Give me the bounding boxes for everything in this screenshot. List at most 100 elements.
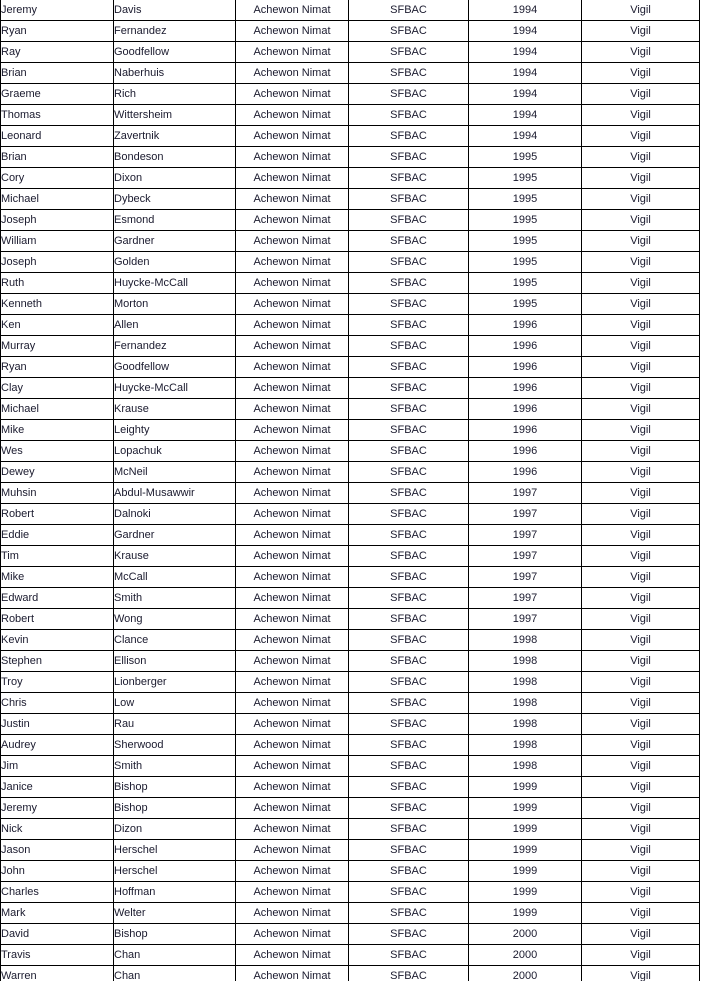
cell-first-name: Mark xyxy=(0,902,114,924)
cell-council: Achewon Nimat xyxy=(235,818,349,840)
cell-last-name: Clance xyxy=(113,629,236,651)
table-row: Jeremy Davis Achewon Nimat SFBAC 1994 Vigil xyxy=(0,0,700,21)
cell-lodge: SFBAC xyxy=(348,608,469,630)
cell-first-name: Charles xyxy=(0,881,114,903)
cell-first-name: William xyxy=(0,230,114,252)
cell-year: 1995 xyxy=(468,209,582,231)
cell-council: Achewon Nimat xyxy=(235,167,349,189)
cell-council: Achewon Nimat xyxy=(235,881,349,903)
cell-year: 1997 xyxy=(468,608,582,630)
cell-year: 1999 xyxy=(468,818,582,840)
cell-last-name: Rich xyxy=(113,83,236,105)
cell-last-name: Fernandez xyxy=(113,20,236,42)
cell-year: 1998 xyxy=(468,734,582,756)
cell-award: Vigil xyxy=(581,881,700,903)
cell-award: Vigil xyxy=(581,83,700,105)
cell-award: Vigil xyxy=(581,167,700,189)
cell-year: 1994 xyxy=(468,41,582,63)
cell-award: Vigil xyxy=(581,839,700,861)
cell-award: Vigil xyxy=(581,818,700,840)
cell-year: 1996 xyxy=(468,335,582,357)
cell-first-name: Jeremy xyxy=(0,797,114,819)
cell-lodge: SFBAC xyxy=(348,251,469,273)
cell-last-name: Dixon xyxy=(113,167,236,189)
cell-award: Vigil xyxy=(581,125,700,147)
cell-council: Achewon Nimat xyxy=(235,146,349,168)
cell-council: Achewon Nimat xyxy=(235,671,349,693)
cell-year: 1996 xyxy=(468,356,582,378)
cell-last-name: Hoffman xyxy=(113,881,236,903)
cell-award: Vigil xyxy=(581,860,700,882)
cell-council: Achewon Nimat xyxy=(235,482,349,504)
cell-lodge: SFBAC xyxy=(348,230,469,252)
cell-last-name: Bishop xyxy=(113,776,236,798)
cell-council: Achewon Nimat xyxy=(235,608,349,630)
cell-council: Achewon Nimat xyxy=(235,83,349,105)
table-row: Cory Dixon Achewon Nimat SFBAC 1995 Vigil xyxy=(0,167,700,189)
cell-council: Achewon Nimat xyxy=(235,545,349,567)
cell-council: Achewon Nimat xyxy=(235,0,349,21)
cell-council: Achewon Nimat xyxy=(235,923,349,945)
cell-council: Achewon Nimat xyxy=(235,209,349,231)
cell-first-name: Robert xyxy=(0,503,114,525)
cell-award: Vigil xyxy=(581,209,700,231)
cell-last-name: Krause xyxy=(113,398,236,420)
cell-year: 1995 xyxy=(468,272,582,294)
cell-last-name: Dizon xyxy=(113,818,236,840)
cell-lodge: SFBAC xyxy=(348,797,469,819)
cell-first-name: Edward xyxy=(0,587,114,609)
cell-council: Achewon Nimat xyxy=(235,503,349,525)
cell-first-name: Murray xyxy=(0,335,114,357)
cell-award: Vigil xyxy=(581,944,700,966)
cell-lodge: SFBAC xyxy=(348,713,469,735)
cell-year: 1999 xyxy=(468,881,582,903)
cell-last-name: Ellison xyxy=(113,650,236,672)
cell-year: 1996 xyxy=(468,419,582,441)
cell-year: 1998 xyxy=(468,671,582,693)
cell-first-name: Robert xyxy=(0,608,114,630)
cell-award: Vigil xyxy=(581,41,700,63)
cell-year: 1998 xyxy=(468,629,582,651)
cell-last-name: Herschel xyxy=(113,839,236,861)
table-row: Mike Leighty Achewon Nimat SFBAC 1996 Vigil xyxy=(0,419,700,441)
cell-award: Vigil xyxy=(581,524,700,546)
cell-lodge: SFBAC xyxy=(348,20,469,42)
cell-last-name: Bishop xyxy=(113,797,236,819)
cell-first-name: Cory xyxy=(0,167,114,189)
cell-lodge: SFBAC xyxy=(348,524,469,546)
cell-year: 2000 xyxy=(468,965,582,981)
cell-last-name: Gardner xyxy=(113,230,236,252)
table-row: Tim Krause Achewon Nimat SFBAC 1997 Vigil xyxy=(0,545,700,567)
cell-first-name: Ryan xyxy=(0,20,114,42)
cell-council: Achewon Nimat xyxy=(235,251,349,273)
cell-award: Vigil xyxy=(581,230,700,252)
cell-first-name: Chris xyxy=(0,692,114,714)
cell-lodge: SFBAC xyxy=(348,461,469,483)
table-row: Janice Bishop Achewon Nimat SFBAC 1999 Vigil xyxy=(0,776,700,798)
table-row: Stephen Ellison Achewon Nimat SFBAC 1998 Vigi… xyxy=(0,650,700,672)
cell-award: Vigil xyxy=(581,755,700,777)
cell-first-name: Graeme xyxy=(0,83,114,105)
cell-lodge: SFBAC xyxy=(348,104,469,126)
cell-lodge: SFBAC xyxy=(348,377,469,399)
cell-year: 1998 xyxy=(468,692,582,714)
cell-first-name: David xyxy=(0,923,114,945)
cell-year: 1996 xyxy=(468,461,582,483)
cell-last-name: Sherwood xyxy=(113,734,236,756)
cell-last-name: Allen xyxy=(113,314,236,336)
cell-award: Vigil xyxy=(581,146,700,168)
cell-year: 1997 xyxy=(468,503,582,525)
cell-last-name: Smith xyxy=(113,755,236,777)
cell-year: 1994 xyxy=(468,62,582,84)
cell-year: 1997 xyxy=(468,587,582,609)
table-row: Kenneth Morton Achewon Nimat SFBAC 1995 Vigil xyxy=(0,293,700,315)
cell-first-name: Jason xyxy=(0,839,114,861)
table-row: Jim Smith Achewon Nimat SFBAC 1998 Vigil xyxy=(0,755,700,777)
table-row: Eddie Gardner Achewon Nimat SFBAC 1997 Vigil xyxy=(0,524,700,546)
cell-lodge: SFBAC xyxy=(348,650,469,672)
cell-last-name: Rau xyxy=(113,713,236,735)
cell-lodge: SFBAC xyxy=(348,503,469,525)
table-row: Jeremy Bishop Achewon Nimat SFBAC 1999 Vigil xyxy=(0,797,700,819)
cell-first-name: Mike xyxy=(0,419,114,441)
